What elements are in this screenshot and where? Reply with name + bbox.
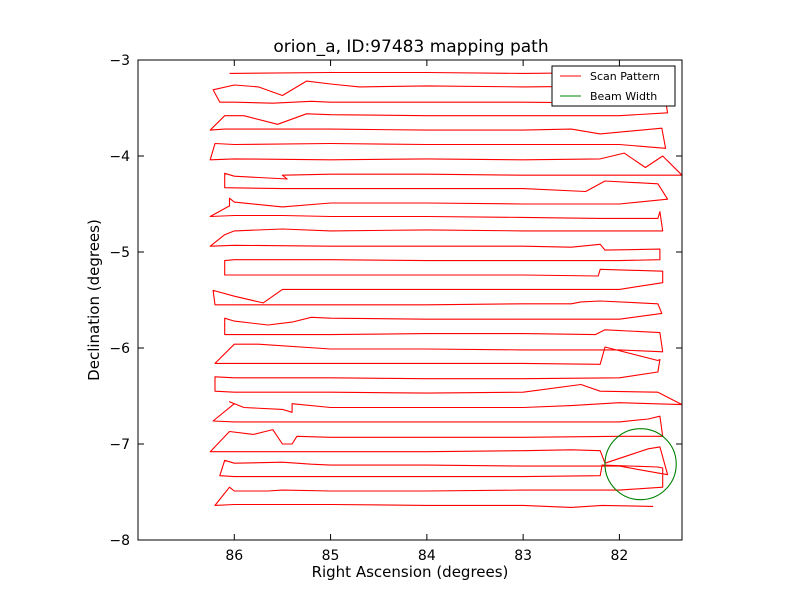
- legend: Scan Pattern Beam Width: [551, 65, 676, 107]
- chart-title: orion_a, ID:97483 mapping path: [273, 37, 548, 57]
- y-tick-label: −8: [109, 533, 130, 549]
- x-tick-label: 85: [322, 548, 340, 564]
- y-tick-label: −7: [109, 437, 130, 453]
- legend-box: [551, 65, 676, 107]
- scan-pattern-line: [209, 70, 682, 508]
- y-tick-label: −6: [109, 341, 130, 357]
- legend-label-beam-width: Beam Width: [590, 90, 657, 103]
- x-tick-label: 86: [225, 548, 243, 564]
- x-tick-label: 83: [514, 548, 532, 564]
- legend-label-scan-pattern: Scan Pattern: [590, 70, 660, 83]
- beam-width-circle: [604, 428, 677, 501]
- x-tick-label: 84: [418, 548, 436, 564]
- y-axis-label: Declination (degrees): [85, 219, 103, 381]
- y-tick-label: −5: [109, 245, 130, 261]
- plot-data-layer: [209, 70, 682, 508]
- tick-layer: 86 85 84 83 82 −3 −4 −5 −6 −7 −8: [109, 53, 682, 564]
- x-tick-label: 82: [611, 548, 629, 564]
- y-tick-label: −4: [109, 149, 130, 165]
- y-tick-label: −3: [109, 53, 130, 69]
- plot-frame: [137, 59, 683, 541]
- x-axis-label: Right Ascension (degrees): [312, 563, 509, 581]
